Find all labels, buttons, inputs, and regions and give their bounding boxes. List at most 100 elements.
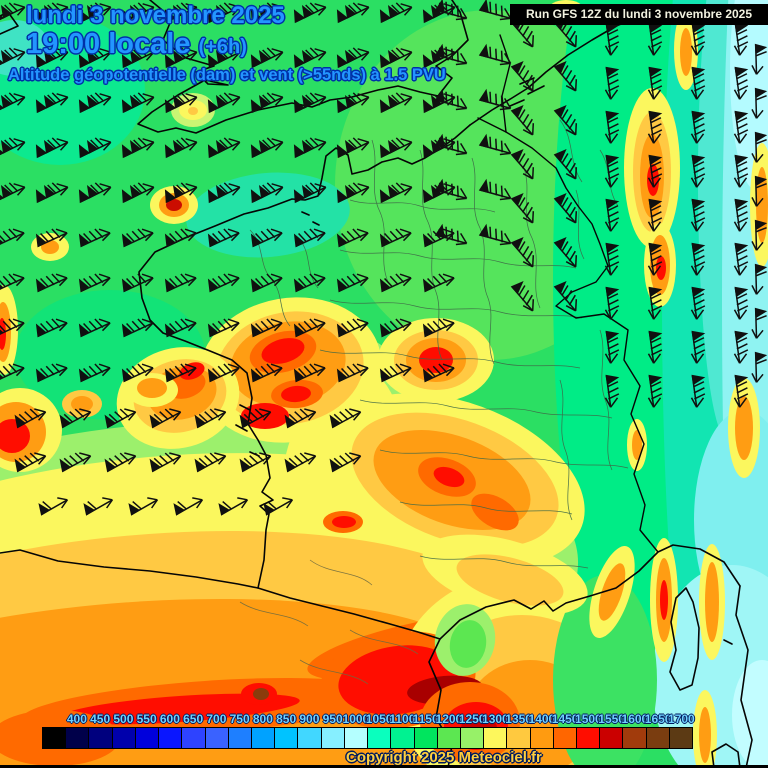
colorbar-tick-label: 1200	[435, 712, 463, 726]
field-blob	[471, 493, 519, 531]
field-blob	[71, 396, 93, 412]
colorbar-tick-label: 850	[276, 712, 297, 726]
colorbar-tick-label: 1000	[342, 712, 370, 726]
colorbar-tick-label: 1300	[482, 712, 509, 726]
colorbar-tick-label: 1250	[458, 712, 486, 726]
colorbar-tick-label: 400	[66, 712, 87, 726]
colorbar-tick-label: 450	[90, 712, 111, 726]
colorbar-swatch	[343, 727, 369, 749]
atlantic-islands	[235, 211, 320, 457]
forecast-offset-text: (+6h)	[198, 35, 247, 58]
colorbar-swatch	[459, 727, 485, 749]
colorbar-tick-label: 1500	[575, 712, 602, 726]
field-blob	[553, 575, 657, 768]
field-blob	[0, 318, 6, 350]
colorbar-swatch	[390, 727, 415, 749]
field-blob	[680, 28, 692, 76]
colorbar-swatch	[42, 727, 67, 749]
colorbar-swatch	[158, 727, 183, 749]
field-blob	[253, 688, 269, 700]
field-blob	[419, 347, 453, 373]
department-borders	[249, 119, 629, 569]
england-coast	[137, 0, 469, 134]
field-blob	[60, 693, 300, 725]
colorbar-tick-label: 1100	[389, 712, 416, 726]
colorbar-swatch	[622, 727, 647, 749]
colorbar-swatch	[413, 727, 438, 749]
run-info-box: Run GFS 12Z du lundi 3 novembre 2025	[510, 4, 768, 25]
field-blob	[137, 378, 167, 398]
colorbar-swatch	[483, 727, 508, 749]
colorbar-swatch	[65, 727, 90, 749]
spain-province-borders	[239, 559, 419, 685]
field-blob	[456, 554, 564, 606]
colorbar-swatch	[250, 727, 276, 749]
colorbar-tick-label: 1600	[621, 712, 649, 726]
field-blob	[433, 466, 465, 488]
copyright-text: Copyright 2025 Meteociel.fr	[346, 749, 542, 766]
zeeland-islands	[509, 77, 545, 107]
colorbar-tick-label: 950	[322, 712, 343, 726]
colorbar-swatch	[506, 727, 531, 749]
colorbar-tick-label: 1650	[644, 712, 672, 726]
valid-date-text: lundi 3 novembre 2025	[26, 2, 285, 29]
colorbar-tick-label: 700	[206, 712, 227, 726]
field-blob	[179, 362, 205, 380]
colorbar-swatch	[88, 727, 113, 749]
field-blob	[449, 620, 487, 668]
colorbar-swatch	[668, 727, 694, 749]
parameter-subtitle: Altitude géopotentielle (dam) et vent (>…	[8, 66, 446, 84]
field-blob	[735, 396, 753, 460]
colorbar-tick-label: 1150	[412, 712, 439, 726]
colorbar-tick-label: 650	[183, 712, 204, 726]
colorbar-swatch	[645, 727, 670, 749]
field-blob	[332, 516, 356, 528]
colorbar-swatch	[227, 727, 252, 749]
bottom-border-bar	[0, 765, 768, 768]
colorbar-tick-label: 1400	[528, 712, 556, 726]
colorbar-tick-label: 1050	[365, 712, 393, 726]
colorbar-swatch	[576, 727, 601, 749]
field-blob	[188, 107, 198, 115]
colorbar-swatch	[552, 727, 578, 749]
italy-west-coast	[735, 585, 753, 768]
colorbar-tick-label: 1450	[551, 712, 579, 726]
colorbar-swatch	[529, 727, 554, 749]
corsica-coast	[669, 587, 700, 691]
colorbar-tick-label: 1550	[598, 712, 625, 726]
colorbar-swatch	[274, 727, 299, 749]
colorbar-tick-labels: 400 450 500 550 600 650 700 750 800 850 900 950 1000…	[42, 712, 695, 727]
colorbar-swatch	[297, 727, 322, 749]
colorbar-tick-label: 500	[113, 712, 134, 726]
france-atlantic-coast	[0, 124, 471, 589]
valid-time-text: 19:00 locale (+6h)	[26, 29, 285, 59]
colorbar-tick-label: 800	[252, 712, 273, 726]
colorbar-swatch	[204, 727, 229, 749]
colorbar-swatch	[181, 727, 206, 749]
field-blob	[598, 563, 626, 621]
field-blob	[241, 403, 289, 429]
colorbar-tick-label: 1350	[505, 712, 532, 726]
colorbar-tick-label: 550	[136, 712, 157, 726]
colorbar-tick-label: 900	[299, 712, 320, 726]
valid-time-local: 19:00 locale	[26, 27, 191, 60]
east-national-borders	[477, 117, 659, 553]
elba-island	[723, 639, 733, 645]
colorbar-swatch	[320, 727, 345, 749]
field-blob	[699, 707, 711, 763]
field-blob	[705, 562, 719, 642]
field-blob	[166, 199, 182, 211]
field-blob	[281, 385, 311, 403]
colorbar-swatch	[436, 727, 461, 749]
field-blob	[656, 256, 666, 280]
map-title-block: lundi 3 novembre 2025 19:00 locale (+6h)	[26, 2, 285, 59]
colorbar-swatch	[367, 727, 392, 749]
colorbar-swatch	[599, 727, 624, 749]
pyrenees-med-coast	[257, 544, 741, 640]
field-blob	[0, 419, 30, 453]
field-blob	[632, 430, 642, 460]
field-blob	[660, 580, 668, 620]
